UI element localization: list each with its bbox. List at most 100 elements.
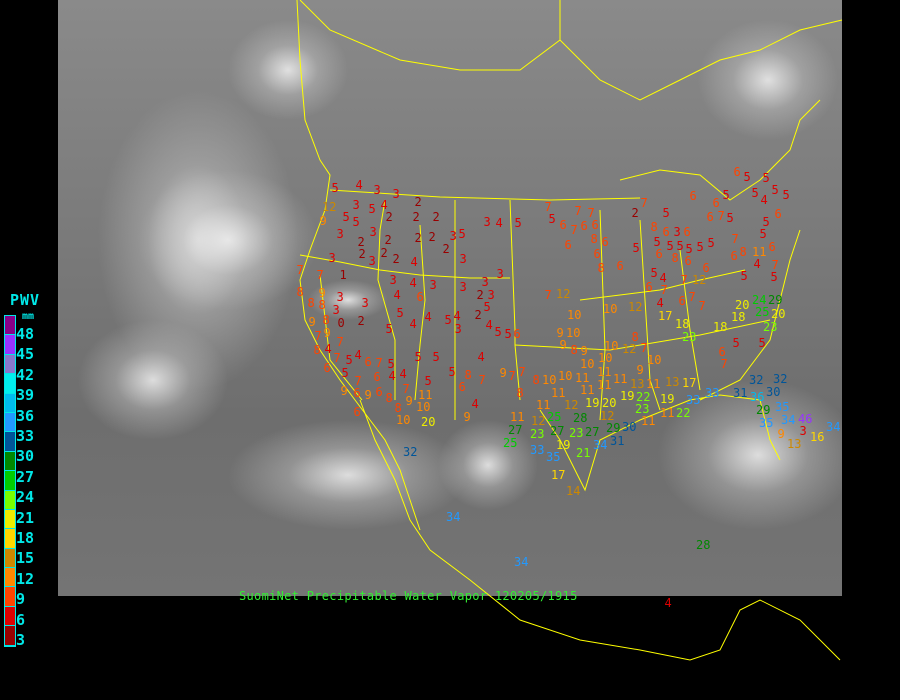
station-pwv-value: 6 xyxy=(580,219,588,233)
station-pwv-value: 25 xyxy=(547,410,562,424)
station-pwv-value: 24 xyxy=(752,293,767,307)
station-pwv-value: 27 xyxy=(585,425,600,439)
station-pwv-value: 6 xyxy=(712,196,720,210)
station-pwv-value: 7 xyxy=(660,283,668,297)
station-pwv-value: 4 xyxy=(453,309,461,323)
boundary-line xyxy=(679,249,701,391)
station-pwv-value: 5 xyxy=(762,171,770,185)
station-pwv-value: 5 xyxy=(762,215,770,229)
legend-label: 36 xyxy=(16,406,35,425)
station-pwv-value: 13 xyxy=(630,377,645,391)
legend-swatch xyxy=(5,509,15,530)
station-pwv-value: 22 xyxy=(636,390,651,404)
station-pwv-value: 5 xyxy=(732,336,740,350)
station-pwv-value: 7 xyxy=(717,209,725,223)
legend-swatch xyxy=(5,606,15,627)
legend-swatch xyxy=(5,316,15,336)
station-pwv-value: 5 xyxy=(758,336,766,350)
station-pwv-value: 5 xyxy=(632,241,640,255)
station-pwv-value: 6 xyxy=(559,218,567,232)
legend-label: 27 xyxy=(16,467,35,486)
station-pwv-value: 3 xyxy=(373,183,381,197)
boundary-line xyxy=(329,189,641,201)
station-pwv-value: 4 xyxy=(393,288,401,302)
station-pwv-value: 3 xyxy=(361,296,369,310)
station-pwv-value: 5 xyxy=(696,240,704,254)
station-pwv-value: 7 xyxy=(478,373,486,387)
boundary-line xyxy=(319,274,363,401)
boundary-line xyxy=(359,399,841,661)
station-pwv-value: 11 xyxy=(646,377,661,391)
boundary-line xyxy=(559,19,843,101)
station-pwv-value: 7 xyxy=(336,335,344,349)
station-pwv-value: 5 xyxy=(514,216,522,230)
legend-color-bar xyxy=(4,315,16,647)
station-pwv-value: 7 xyxy=(688,290,696,304)
station-pwv-value: 29 xyxy=(606,421,621,435)
station-pwv-value: 5 xyxy=(396,306,404,320)
boundary-line xyxy=(414,224,426,401)
station-pwv-value: 7 xyxy=(296,263,304,277)
station-pwv-value: 3 xyxy=(352,198,360,212)
station-pwv-value: 5 xyxy=(424,374,432,388)
station-pwv-value: 6 xyxy=(616,259,624,273)
station-pwv-value: 10 xyxy=(580,357,595,371)
station-pwv-value: 18 xyxy=(731,310,746,324)
station-pwv-value: 23 xyxy=(530,427,545,441)
station-pwv-value: 6 xyxy=(513,327,521,341)
station-pwv-value: 21 xyxy=(576,446,591,460)
station-pwv-value: 2 xyxy=(631,206,639,220)
station-pwv-value: 4 xyxy=(410,255,418,269)
station-pwv-value: 6 xyxy=(593,247,601,261)
station-pwv-value: 10 xyxy=(416,400,431,414)
station-pwv-value: 11 xyxy=(536,398,551,412)
boundary-line xyxy=(539,394,781,492)
station-pwv-value: 6 xyxy=(662,225,670,239)
station-pwv-value: 3 xyxy=(449,229,457,243)
legend-swatch xyxy=(5,335,15,355)
station-pwv-value: 3 xyxy=(336,227,344,241)
station-pwv-value: 10 xyxy=(603,302,618,316)
station-pwv-value: 19 xyxy=(660,392,675,406)
station-pwv-value: 10 xyxy=(558,369,573,383)
station-pwv-value: 11 xyxy=(752,245,767,259)
station-pwv-value: 4 xyxy=(324,342,332,356)
satellite-map xyxy=(58,0,842,596)
station-pwv-value: 4 xyxy=(753,257,761,271)
station-pwv-value: 31 xyxy=(610,434,625,448)
station-pwv-value: 5 xyxy=(759,227,767,241)
station-pwv-value: 11 xyxy=(641,414,656,428)
station-pwv-value: 11 xyxy=(575,371,590,385)
station-pwv-value: 31 xyxy=(733,386,748,400)
station-pwv-value: 3 xyxy=(429,278,437,292)
station-pwv-value: 11 xyxy=(660,406,675,420)
station-pwv-value: 35 xyxy=(775,400,790,414)
station-pwv-value: 30 xyxy=(622,420,637,434)
station-pwv-value: 7 xyxy=(316,268,324,282)
station-pwv-value: 8 xyxy=(516,386,524,400)
station-pwv-value: 5 xyxy=(432,350,440,364)
cloud-mass xyxy=(78,320,228,440)
station-pwv-value: 5 xyxy=(740,269,748,283)
station-pwv-value: 3 xyxy=(332,303,340,317)
station-pwv-value: 6 xyxy=(733,165,741,179)
station-pwv-value: 16 xyxy=(810,430,825,444)
station-pwv-value: 27 xyxy=(508,423,523,437)
legend-label: 6 xyxy=(16,610,26,629)
station-pwv-value: 8 xyxy=(307,296,315,310)
station-pwv-value: 18 xyxy=(675,317,690,331)
station-pwv-value: 30 xyxy=(766,385,781,399)
station-pwv-value: 3 xyxy=(336,290,344,304)
station-pwv-value: 4 xyxy=(659,271,667,285)
station-pwv-value: 5 xyxy=(504,327,512,341)
station-pwv-value: 5 xyxy=(782,188,790,202)
station-pwv-value: 25 xyxy=(755,305,770,319)
station-pwv-value: 4 xyxy=(399,367,407,381)
station-pwv-value: 5 xyxy=(345,353,353,367)
map-caption: SuomiNet Precipitable Water Vapor 120205… xyxy=(239,589,578,603)
legend-label: 3 xyxy=(16,631,26,649)
station-pwv-value: 6 xyxy=(683,225,691,239)
station-pwv-value: 23 xyxy=(635,402,650,416)
station-pwv-value: 10 xyxy=(598,351,613,365)
